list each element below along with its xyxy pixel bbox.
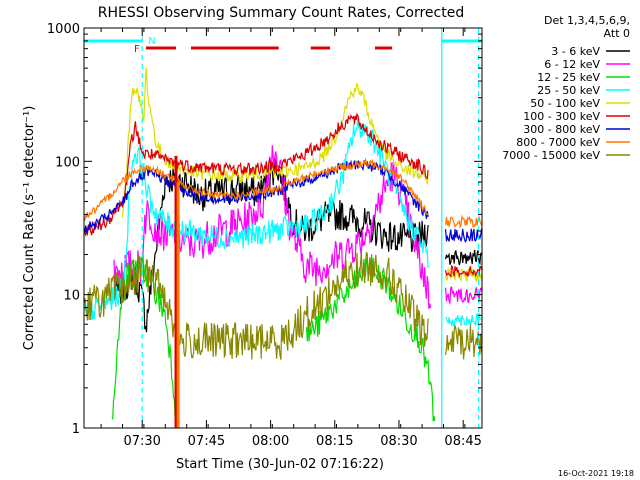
flag-label-n: N <box>148 36 155 47</box>
x-tick-label: 08:15 <box>316 434 353 449</box>
legend-header-line-2: Att 0 <box>604 27 630 40</box>
series-line-6-12-kev <box>113 145 432 310</box>
legend-label-800-7000-kev: 800 - 7000 keV <box>516 136 600 149</box>
x-tick-label: 08:45 <box>444 434 481 449</box>
legend-label-3-6-kev: 3 - 6 keV <box>551 45 600 58</box>
series-line-300-800-kev <box>84 159 429 234</box>
timestamp: 16-Oct-2021 19:18 <box>558 469 634 478</box>
legend-label-100-300-kev: 100 - 300 keV <box>523 110 600 123</box>
series-line-cyan-tail <box>445 313 482 327</box>
series-line-orange-tail <box>445 214 482 229</box>
y-tick-label: 10 <box>63 289 80 304</box>
series-line-black-tail <box>445 250 482 266</box>
series-line-blue-tail <box>445 228 482 243</box>
series-line-magenta-tail <box>445 286 482 305</box>
x-tick-label: 07:30 <box>123 434 160 449</box>
legend-label-25-50-kev: 25 - 50 keV <box>537 84 600 97</box>
flag-label-f: F <box>134 44 140 55</box>
series-line-olive-tail <box>445 324 482 360</box>
x-tick-label: 07:45 <box>188 434 225 449</box>
x-tick-label: 08:30 <box>380 434 417 449</box>
y-tick-label: 1 <box>72 422 80 437</box>
series-line-7000-15000-kev <box>84 251 429 360</box>
x-tick-label: 08:00 <box>252 434 289 449</box>
chart-title: RHESSI Observing Summary Count Rates, Co… <box>98 5 464 21</box>
legend-label-12-25-kev: 12 - 25 keV <box>537 71 600 84</box>
series-line-800-7000-kev <box>84 157 429 221</box>
legend-header-line-1: Det 1,3,4,5,6,9, <box>544 14 630 27</box>
y-tick-label: 1000 <box>47 22 80 37</box>
legend-label-6-12-kev: 6 - 12 keV <box>544 58 600 71</box>
series-line-red-tail <box>445 264 482 278</box>
series-line-25-50-kev <box>84 118 429 320</box>
legend-label-300-800-kev: 300 - 800 keV <box>523 123 600 136</box>
legend-label-50-100-kev: 50 - 100 keV <box>530 97 600 110</box>
y-axis-label: Corrected Count Rate (s⁻¹ detector⁻¹) <box>22 106 37 351</box>
series-line-100-300-kev <box>84 112 429 238</box>
x-axis-label: Start Time (30-Jun-02 07:16:22) <box>176 457 384 472</box>
y-tick-label: 100 <box>55 155 80 170</box>
plot-frame <box>83 27 483 429</box>
legend-label-7000-15000-kev: 7000 - 15000 keV <box>502 149 600 162</box>
